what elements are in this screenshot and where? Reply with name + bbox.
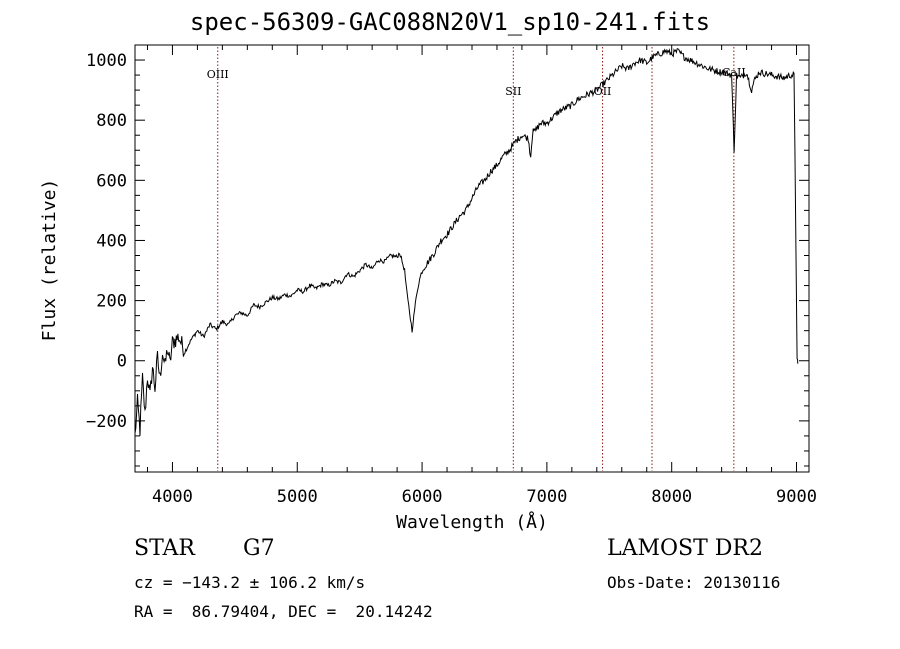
x-tick-label: 5000 — [277, 487, 318, 507]
chart-title: spec-56309-GAC088N20V1_sp10-241.fits — [189, 8, 711, 36]
marker-label: SII — [505, 85, 521, 98]
plot-frame — [134, 44, 810, 473]
marker-lines — [217, 47, 735, 471]
marker-label: OIII — [207, 68, 229, 81]
y-tick-label: −200 — [86, 412, 127, 432]
y-tick-label: 600 — [96, 171, 127, 191]
redshift-readout: cz = −143.2 ± 106.2 km/s — [134, 573, 366, 592]
spectrum-line — [134, 48, 799, 436]
spectrum-series — [134, 48, 799, 436]
object-type: G7 — [243, 536, 275, 561]
x-tick-label: 9000 — [776, 487, 817, 507]
y-tick-label: 200 — [96, 292, 127, 312]
y-axis-label: Flux (relative) — [39, 179, 60, 342]
x-tick-label: 8000 — [651, 487, 692, 507]
marker-label: CaII — [722, 66, 746, 79]
y-tick-label: 800 — [96, 111, 127, 131]
obs-date: Obs-Date: 20130116 — [607, 573, 781, 592]
object-class: STAR — [134, 536, 195, 561]
y-tick-label: 400 — [96, 231, 127, 251]
x-tick-label: 6000 — [402, 487, 443, 507]
y-tick-label: 0 — [117, 352, 127, 372]
marker-labels: OIII SII OII CaII — [207, 66, 746, 98]
x-tick-label: 7000 — [526, 487, 567, 507]
marker-label: OII — [594, 85, 612, 98]
x-axis-label: Wavelength (Å) — [396, 511, 548, 533]
tick-labels: 4000 5000 6000 7000 8000 9000 −200 0 200 400 600 80… — [86, 51, 817, 507]
x-tick-label: 4000 — [152, 487, 193, 507]
y-tick-label: 1000 — [86, 51, 127, 71]
axis-ticks — [135, 44, 809, 472]
survey-name: LAMOST DR2 — [607, 536, 763, 561]
ra-dec-readout: RA = 86.79404, DEC = 20.14242 — [134, 602, 433, 621]
